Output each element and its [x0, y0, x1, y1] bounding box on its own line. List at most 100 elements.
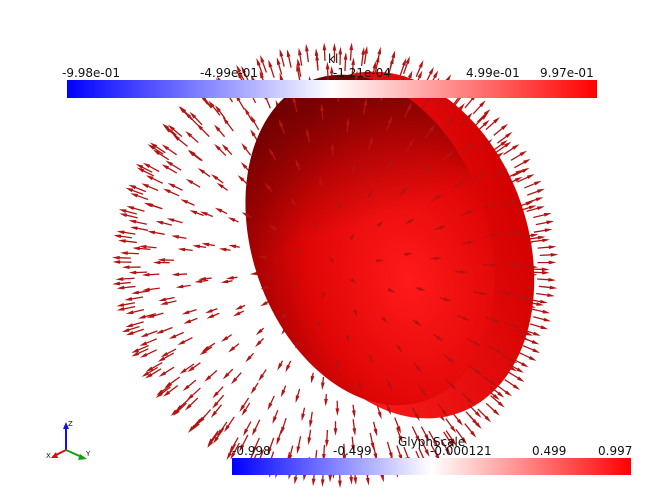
glyph-arrow	[193, 414, 206, 430]
orientation-axes[interactable]: Z Y X	[40, 418, 100, 468]
glyph-arrow	[455, 428, 467, 445]
glyph-arrow	[221, 143, 233, 156]
glyph-arrow	[468, 364, 483, 376]
glyph-arrow	[250, 382, 259, 395]
glyph-arrow	[360, 47, 365, 67]
axis-label-y: Y	[85, 450, 91, 458]
glyph-arrow	[519, 265, 539, 269]
glyph-arrow	[212, 394, 225, 409]
glyph-arrow	[460, 210, 475, 217]
glyph-arrow	[468, 404, 482, 419]
glyph-arrow	[124, 296, 144, 301]
glyphscale-colorbar-gradient	[232, 458, 631, 475]
glyph-arrow	[121, 265, 141, 270]
glyph-arrow	[298, 47, 303, 66]
glyph-arrow	[180, 199, 195, 206]
glyph-arrow	[317, 321, 322, 329]
glyph-arrow	[222, 368, 234, 380]
glyph-arrow	[218, 247, 231, 252]
glyph-arrow	[236, 64, 245, 82]
glyph-arrow	[495, 141, 512, 153]
glyph-arrow	[482, 263, 499, 267]
glyph-arrow	[165, 160, 182, 171]
glyph-arrow	[399, 186, 408, 196]
glyph-arrow	[424, 124, 435, 139]
axis-label-z: Z	[68, 420, 73, 428]
glyph-arrow	[241, 402, 251, 417]
glyph-arrow	[152, 260, 170, 265]
glyph-arrow	[537, 245, 557, 250]
glyph-arrow	[157, 258, 175, 262]
glyph-arrow	[309, 411, 313, 428]
glyph-arrow	[386, 159, 393, 171]
glyph-arrow	[474, 113, 488, 127]
glyph-arrow	[333, 421, 338, 436]
glyph-arrow	[503, 262, 522, 266]
glyph-arrow	[428, 430, 439, 448]
glyph-arrow	[474, 171, 489, 181]
glyph-arrow	[112, 255, 131, 260]
glyph-arrow	[251, 419, 261, 436]
glyph-arrow	[351, 404, 356, 418]
glyph-arrow	[454, 270, 468, 274]
glyph-arrow	[213, 427, 225, 444]
glyph-arrow	[163, 188, 180, 197]
glyph-arrow	[214, 143, 227, 157]
glyph-arrow	[125, 321, 144, 328]
glyph-arrow	[260, 54, 268, 73]
glyph-arrow	[367, 188, 373, 199]
glyph-arrow	[240, 162, 250, 172]
glyph-arrow	[420, 164, 432, 176]
glyph-arrow	[267, 437, 275, 456]
glyph-arrow	[490, 395, 505, 408]
glyph-arrow	[239, 397, 250, 413]
glyph-arrow	[386, 441, 393, 460]
glyph-arrow	[149, 142, 166, 154]
glyph-arrow	[188, 149, 203, 162]
glyph-arrow	[234, 304, 246, 310]
glyph-arrow	[459, 112, 473, 127]
glyph-arrow	[167, 182, 183, 191]
glyph-arrow	[537, 277, 556, 282]
glyph-arrow	[492, 139, 508, 152]
glyph-arrow	[405, 138, 415, 152]
glyph-arrow	[533, 228, 553, 233]
glyph-arrow	[118, 209, 137, 215]
glyph-arrow	[507, 363, 524, 373]
glyph-arrow	[440, 439, 451, 456]
glyph-arrow	[189, 210, 204, 217]
glyph-arrow	[171, 235, 187, 240]
glyph-arrow	[322, 444, 326, 462]
glyph-arrow	[179, 363, 195, 375]
glyph-arrow	[439, 297, 452, 302]
glyph-arrow	[349, 42, 354, 61]
glyph-arrow	[505, 231, 523, 236]
glyph-arrow	[460, 142, 475, 155]
glyph-arrow	[125, 328, 144, 336]
glyph-arrow	[403, 252, 414, 257]
glyph-arrow	[129, 226, 149, 231]
glyph-arrow	[142, 162, 160, 173]
glyph-arrow	[376, 258, 384, 263]
glyph-arrow	[324, 394, 328, 407]
glyph-arrow	[237, 175, 249, 185]
glyph-arrow	[125, 187, 144, 195]
glyph-arrow	[399, 58, 407, 76]
glyph-arrow	[525, 301, 544, 306]
glyph-arrow	[216, 182, 228, 191]
glyph-arrow	[145, 368, 162, 379]
glyph-arrow	[210, 174, 224, 184]
glyph-arrow	[521, 337, 540, 345]
glyph-arrow	[310, 372, 315, 384]
glyph-arrow	[411, 407, 420, 422]
glyph-arrow	[241, 143, 252, 156]
glyph-arrow	[335, 400, 340, 416]
glyph-arrow	[537, 260, 557, 265]
glyph-arrow	[181, 308, 197, 315]
glyph-arrow	[160, 348, 177, 358]
glyph-arrow	[453, 179, 468, 189]
glyph-arrow	[404, 102, 413, 118]
glyph-arrow	[371, 61, 377, 80]
glyph-arrow	[267, 395, 275, 411]
